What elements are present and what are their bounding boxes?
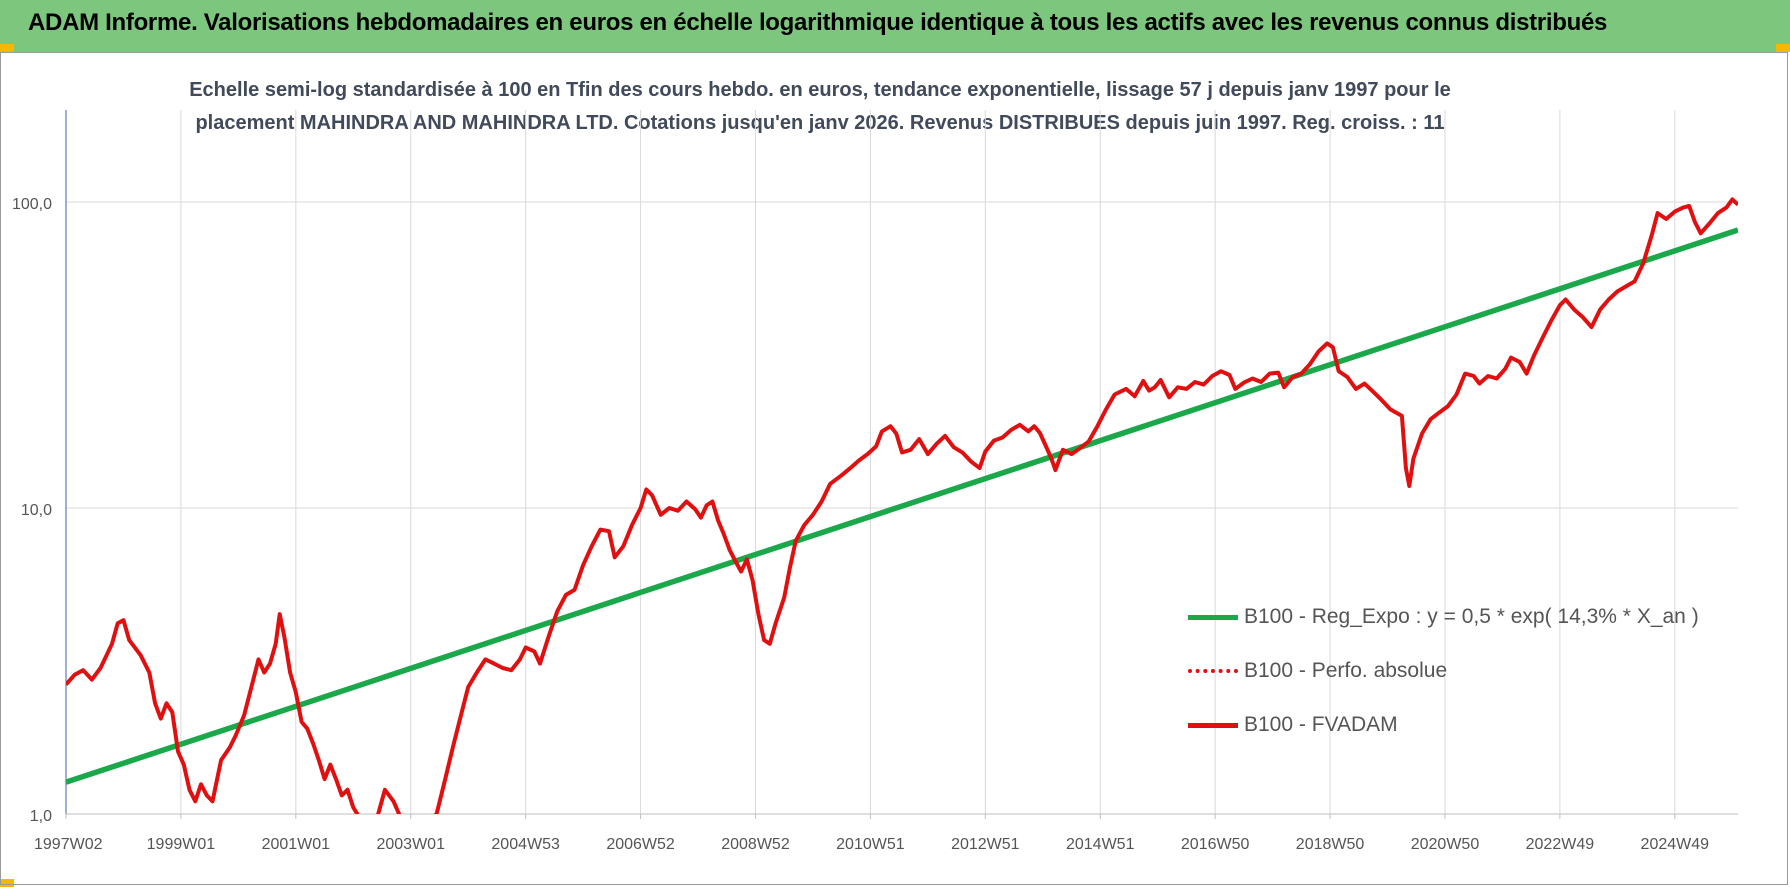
series-line-regression [66, 227, 1738, 785]
x-tick-label: 2008W52 [721, 836, 790, 853]
legend-item-absolute-perf: B100 - Perfo. absolue [1188, 644, 1699, 698]
legend-label-absolute-perf: B100 - Perfo. absolue [1244, 659, 1448, 682]
corner-marker-top-right [1776, 44, 1790, 52]
x-tick-label: 2006W52 [606, 836, 675, 853]
x-tick-label: 2014W51 [1066, 836, 1135, 853]
chart-title-line-1: Echelle semi-log standardisée à 100 en T… [189, 79, 1451, 101]
x-tick-label: 2024W49 [1641, 836, 1710, 853]
legend-item-regression: B100 - Reg_Expo : y = 0,5 * exp( 14,3% *… [1188, 590, 1699, 644]
chart-frame [0, 52, 1788, 885]
chart-title: Echelle semi-log standardisée à 100 en T… [140, 74, 1500, 140]
y-tick-label: 10,0 [21, 502, 52, 519]
chart-title-line-2: placement MAHINDRA AND MAHINDRA LTD. Cot… [195, 112, 1445, 134]
x-tick-label: 2018W50 [1296, 836, 1365, 853]
x-tick-label: 2022W49 [1526, 836, 1595, 853]
legend-label-regression: B100 - Reg_Expo : y = 0,5 * exp( 14,3% *… [1244, 605, 1699, 628]
y-tick-label: 1,0 [30, 808, 52, 825]
x-tick-label: 2010W51 [836, 836, 905, 853]
x-tick-label: 2020W50 [1411, 836, 1480, 853]
chart-legend: B100 - Reg_Expo : y = 0,5 * exp( 14,3% *… [1188, 590, 1699, 752]
report-title: ADAM Informe. Valorisations hebdomadaire… [28, 9, 1608, 36]
legend-swatch-absolute-perf [1188, 669, 1238, 673]
legend-swatch-fvadam [1188, 722, 1238, 728]
legend-item-fvadam: B100 - FVADAM [1188, 698, 1699, 752]
legend-label-fvadam: B100 - FVADAM [1244, 713, 1398, 736]
x-tick-label: 2001W01 [262, 836, 331, 853]
y-tick-label: 100,0 [12, 196, 52, 213]
report-header: ADAM Informe. Valorisations hebdomadaire… [0, 0, 1790, 52]
x-tick-label: 2016W50 [1181, 836, 1250, 853]
x-tick-label: 2003W01 [376, 836, 445, 853]
x-tick-label: 1999W01 [147, 836, 216, 853]
corner-marker-top-left [0, 44, 14, 52]
legend-swatch-regression [1188, 614, 1238, 620]
x-tick-label: 2012W51 [951, 836, 1020, 853]
series-line-fvadam [66, 197, 1738, 814]
x-tick-label: 2004W53 [491, 836, 560, 853]
x-tick-label: 1997W02 [34, 836, 103, 853]
corner-marker-bottom-left [0, 879, 14, 887]
